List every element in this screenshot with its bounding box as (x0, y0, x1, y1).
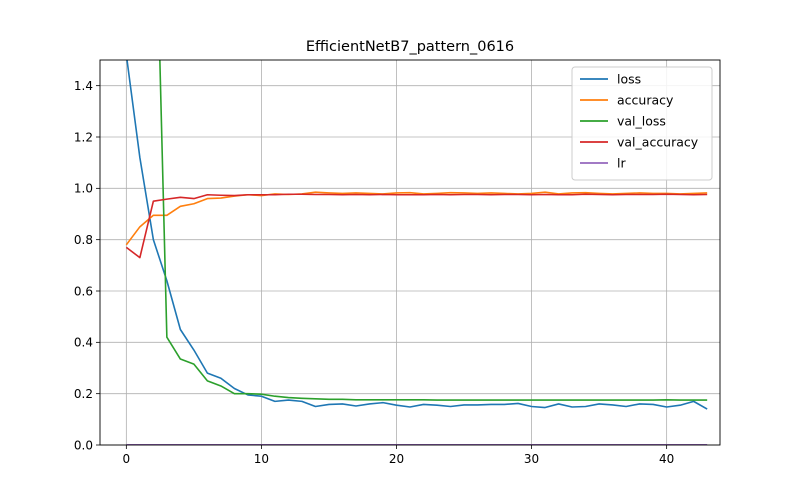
y-tick-label: 0.4 (74, 336, 93, 350)
legend-box (571, 66, 713, 181)
plot-area-frame (99, 59, 721, 446)
x-tick-label: 20 (389, 452, 404, 466)
y-tick-label: 0.8 (74, 233, 93, 247)
legend-label: lr (617, 156, 626, 171)
y-tick-label: 1.4 (74, 79, 93, 93)
x-tick-label: 30 (524, 452, 539, 466)
axis-ticks: 0 10 20 30 40 0.0 0.2 0.4 0.6 0.8 1.0 1.2 1.4 (74, 79, 674, 466)
x-tick-label: 10 (254, 452, 269, 466)
y-tick-label: 0.2 (74, 387, 93, 401)
series-line-val-accuracy (125, 193, 708, 259)
x-tick-label: 40 (659, 452, 674, 466)
y-tick-label: 1.0 (74, 182, 93, 196)
legend-label: val_loss (617, 114, 666, 129)
series-line-accuracy (125, 191, 708, 246)
grid-lines (100, 60, 720, 446)
series-line-val-loss (159, 60, 708, 401)
legend-label: accuracy (617, 93, 674, 108)
x-tick-label: 0 (123, 452, 131, 466)
legend-label: loss (617, 72, 641, 87)
y-tick-label: 0.0 (74, 438, 93, 452)
chart-title: EfficientNetB7_pattern_0616 (306, 39, 514, 55)
y-tick-label: 0.6 (74, 284, 93, 298)
legend-label: val_accuracy (617, 135, 699, 150)
y-tick-label: 1.2 (74, 130, 93, 144)
series-line-loss (126, 60, 708, 410)
